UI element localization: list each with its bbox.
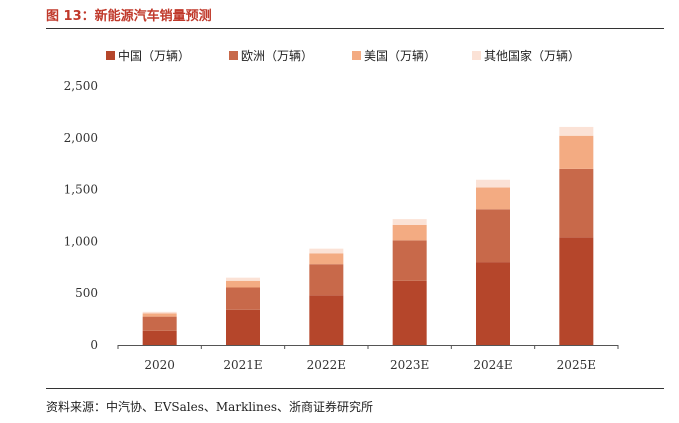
bar-segment (226, 309, 260, 345)
bar-segment (476, 262, 510, 345)
bar-segment (476, 179, 510, 188)
legend-label-2: 美国（万辆） (364, 49, 436, 63)
legend: 中国（万辆） 欧洲（万辆） 美国（万辆） 其他国家（万辆） (106, 48, 580, 63)
bar-segment (559, 237, 594, 345)
bar-segment (309, 295, 344, 345)
x-tick-label: 2022E (307, 358, 346, 372)
bars (142, 126, 594, 345)
y-tick-label: 2,000 (64, 131, 98, 145)
bar-segment (309, 264, 344, 296)
x-tick-label: 2025E (557, 358, 596, 372)
bar-segment (392, 280, 427, 345)
bar-segment (476, 209, 510, 263)
bar-segment (226, 280, 260, 288)
bar-segment (226, 277, 260, 281)
legend-label-1: 欧洲（万辆） (241, 49, 313, 63)
bar-segment (142, 313, 177, 317)
legend-swatch-2 (352, 51, 361, 60)
y-tick-label: 1,500 (64, 183, 98, 197)
figure-title: 图 13：新能源汽车销量预测 (46, 9, 212, 24)
legend-swatch-0 (106, 51, 115, 60)
top-rule (46, 28, 664, 29)
x-tick-label: 2023E (390, 358, 429, 372)
bottom-rule (46, 388, 664, 389)
bar-segment (476, 187, 510, 210)
legend-label-3: 其他国家（万辆） (484, 48, 580, 63)
legend-swatch-1 (229, 51, 238, 60)
legend-label-0: 中国（万辆） (118, 48, 190, 63)
x-axis-ticks: 2020 2021E 2022E 2023E 2024E 2025E (117, 345, 619, 372)
bar-segment (142, 311, 177, 314)
x-tick-label: 2021E (223, 358, 262, 372)
bar-segment (142, 316, 177, 331)
legend-swatch-3 (472, 51, 481, 60)
bar-segment (559, 168, 594, 238)
x-tick-label: 2024E (473, 358, 512, 372)
source-note: 资料来源：中汽协、EVSales、Marklines、浙商证券研究所 (46, 400, 374, 414)
bar-segment (392, 240, 427, 281)
bar-segment (309, 253, 344, 265)
y-tick-label: 2,500 (64, 79, 98, 93)
bar-segment (392, 219, 427, 225)
bar-segment (392, 224, 427, 241)
bar-segment (559, 126, 594, 136)
x-tick-label: 2020 (144, 358, 175, 372)
bar-segment (309, 248, 344, 254)
y-tick-label: 1,000 (64, 234, 98, 248)
y-tick-label: 0 (90, 338, 98, 352)
bar-segment (559, 135, 594, 169)
y-axis-ticks: 0 500 1,000 1,500 2,000 2,500 (64, 79, 98, 352)
bar-segment (142, 330, 177, 345)
bar-segment (226, 287, 260, 310)
y-tick-label: 500 (75, 286, 98, 300)
